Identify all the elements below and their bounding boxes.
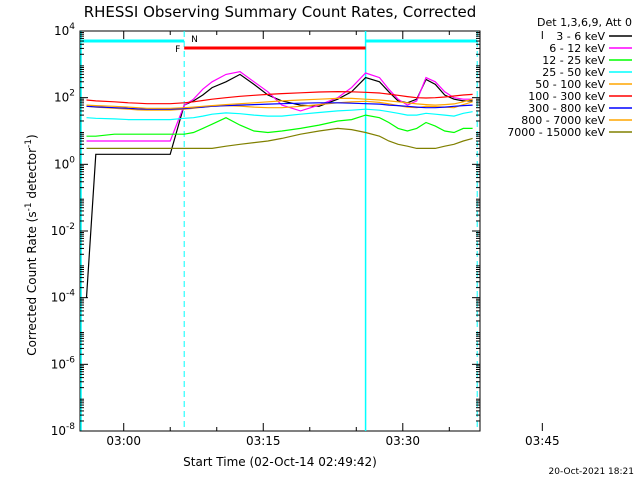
x-tick-label: 03:15 [246,434,281,448]
legend-label: 300 - 800 keV [528,102,605,115]
y-tick-label: 10-6 [51,355,76,371]
night-marker-label: N [191,35,198,45]
x-axis-label: Start Time (02-Oct-14 02:49:42) [183,455,377,469]
series-line-2 [86,71,473,142]
legend-label: 12 - 25 keV [542,54,605,67]
series-line-7 [86,102,473,110]
x-tick-label: 03:45 [525,434,560,448]
series-line-3 [86,114,473,137]
series-line-6 [86,90,473,105]
y-axis-label: Corrected Count Rate (s-1 detector-1) [24,134,39,355]
footer-date: 20-Oct-2021 18:21 [549,467,634,477]
series-line-4 [86,108,473,121]
legend-label: 7000 - 15000 keV [507,126,605,139]
y-tick-label: 104 [54,22,75,38]
legend-label: 100 - 300 keV [528,90,605,103]
series-line-5 [86,100,473,111]
flare-marker-label: F [175,45,180,55]
series-lines [85,71,473,298]
series-line-8 [86,97,473,109]
legend-label: 25 - 50 keV [542,66,605,79]
legend-label: 50 - 100 keV [535,78,605,91]
legend-header: Det 1,3,6,9, Att 0 [537,16,632,29]
y-tick-label: 102 [54,89,75,105]
y-axis: 104 102 100 10-2 10-4 10-6 10-8 [51,22,480,438]
orbit-annotation-spans: NF [80,31,478,431]
y-tick-label: 10-4 [51,289,76,305]
series-line-9 [86,127,473,149]
y-tick-label: 10-8 [51,422,76,438]
legend-label: 800 - 7000 keV [521,114,605,127]
x-tick-label: 03:00 [106,434,141,448]
legend-label: 6 - 12 keV [549,42,605,55]
legend-label: 3 - 6 keV [556,30,605,43]
x-tick-label: 03:30 [385,434,420,448]
y-tick-label: 100 [54,155,75,171]
chart-title: RHESSI Observing Summary Count Rates, Co… [84,3,477,21]
y-tick-label: 10-2 [51,222,75,238]
